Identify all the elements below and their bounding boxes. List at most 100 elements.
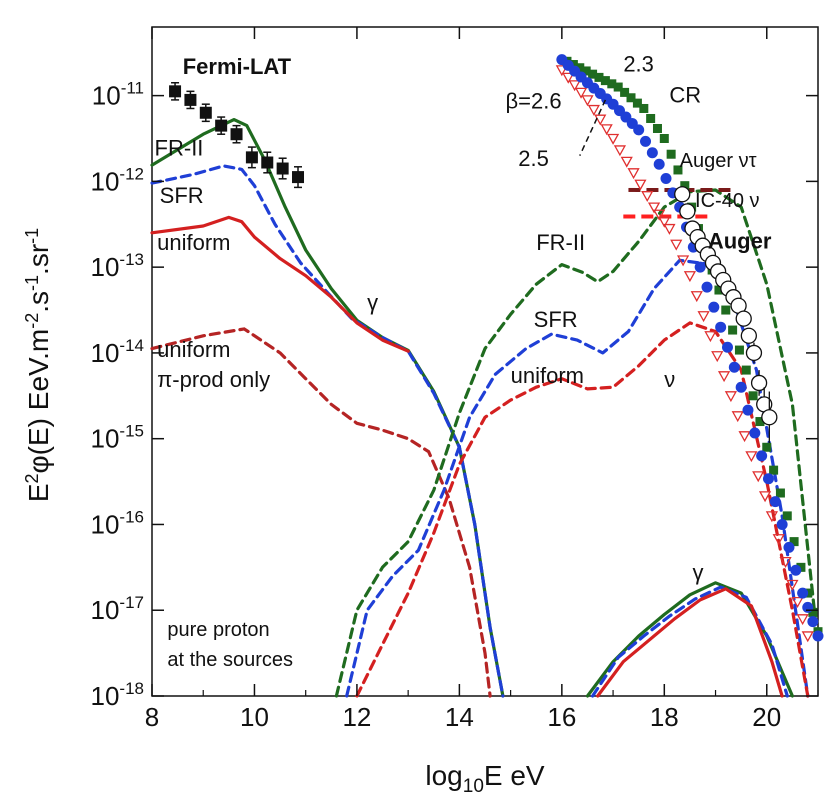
auger-point: [679, 203, 696, 220]
fermi-point: [184, 93, 197, 106]
fermi-point: [245, 151, 258, 164]
cr-marker-cr-beta-2-3: [600, 76, 610, 86]
cr-marker-cr-beta-2-5: [742, 404, 754, 416]
cr-marker-cr-beta-2-5: [735, 381, 747, 393]
cr-marker-cr-beta-2-6: [752, 471, 765, 483]
cr-marker-cr-beta-2-6: [683, 271, 697, 283]
annotation-ic-40: IC-40 ν: [695, 190, 759, 212]
cr-marker-cr-beta-2-3: [714, 285, 724, 295]
cr-marker-cr-beta-2-6: [647, 202, 661, 214]
cr-marker-cr-beta-2-5: [749, 427, 761, 439]
cr-marker-cr-beta-2-5: [708, 301, 720, 313]
cr-marker-cr-beta-2-5: [646, 147, 658, 159]
cr-marker-cr-beta-2-3: [782, 511, 792, 521]
cr-marker-cr-beta-2-6: [594, 114, 607, 126]
cr-marker-cr-beta-2-3: [775, 488, 785, 498]
cr-marker-cr-beta-2-3: [639, 103, 649, 113]
y-tick-label: 10-18: [91, 679, 145, 711]
cr-marker-cr-beta-2-6: [731, 411, 744, 423]
cr-marker-cr-beta-2-6: [704, 331, 717, 343]
y-tick-label: 10-15: [91, 422, 145, 454]
annotation-2-5: 2.5: [518, 146, 549, 171]
cr-marker-cr-beta-2-3: [680, 181, 690, 191]
annotation-: γ: [367, 290, 378, 315]
cr-marker-cr-beta-2-3: [762, 442, 772, 452]
cr-marker-cr-beta-2-6: [786, 579, 799, 591]
tick-layer: 8 10 12 14 16 18 20 10-11 10-12 10-13 10-14 10-15 10…: [91, 27, 819, 732]
cr-marker-cr-beta-2-5: [728, 361, 740, 373]
cr-marker-cr-beta-2-3: [789, 537, 799, 547]
y-tick-label: 10-11: [92, 79, 144, 111]
cr-marker-cr-beta-2-5: [701, 281, 713, 293]
annotation-at-the-sources: at the sources: [167, 649, 293, 671]
y-tick-label: 10-13: [91, 250, 145, 282]
auger-point: [674, 186, 691, 203]
cr-marker-cr-beta-2-3: [607, 79, 617, 89]
annotation-prod-only: π-prod only: [157, 367, 270, 392]
auger-point: [750, 374, 768, 392]
annotation-auger: Auger: [708, 228, 772, 253]
cr-marker-cr-beta-2-5: [715, 321, 727, 333]
cr-marker-cr-beta-2-6: [613, 145, 627, 157]
cr-marker-cr-beta-2-5: [812, 630, 824, 642]
cr-marker-cr-beta-2-6: [779, 556, 792, 568]
cr-marker-cr-beta-2-3: [796, 562, 806, 572]
cr-marker-cr-beta-2-5: [802, 601, 814, 613]
cr-marker-cr-beta-2-3: [741, 365, 751, 375]
cr-marker-cr-beta-2-6: [717, 371, 731, 383]
x-tick-label-8: 8: [145, 702, 159, 732]
series-fr-ii-secondary-gamma: [585, 581, 794, 698]
cr-marker-cr-beta-2-3: [659, 134, 669, 143]
x-tick-label-20: 20: [752, 702, 781, 732]
x-axis-label: log10E eV: [425, 760, 545, 797]
series-uniform-secondary-gamma: [596, 587, 784, 698]
cr-marker-cr-beta-2-5: [790, 564, 802, 576]
auger-point: [740, 327, 757, 344]
cr-marker-cr-beta-2-3: [721, 305, 731, 315]
cr-marker-cr-beta-2-6: [772, 534, 785, 546]
cr-marker-cr-beta-2-3: [626, 93, 636, 103]
x-tick-label-10: 10: [240, 702, 269, 732]
cr-marker-cr-beta-2-6: [587, 104, 600, 116]
cr-marker-cr-beta-2-6: [568, 80, 581, 92]
cr-marker-cr-beta-2-3: [673, 165, 683, 175]
cr-marker-cr-beta-2-6: [738, 431, 751, 443]
cr-marker-cr-beta-2-3: [748, 391, 758, 401]
cr-marker-cr-beta-2-6: [791, 597, 804, 608]
cr-marker-cr-beta-2-5: [762, 473, 774, 485]
cr-marker-cr-beta-2-3: [581, 66, 591, 76]
annotation-uniform: uniform: [157, 337, 230, 362]
y-tick-label: 10-12: [91, 164, 145, 196]
auger-point: [735, 310, 752, 327]
fermi-point: [261, 156, 274, 169]
y-tick-label: 10-16: [91, 507, 145, 539]
cr-marker-cr-beta-2-6: [670, 239, 683, 251]
cr-marker-cr-beta-2-3: [652, 123, 662, 133]
cr-marker-cr-beta-2-6: [634, 179, 647, 191]
marker-layer: [169, 54, 824, 643]
annotation-: γ: [692, 560, 703, 585]
cr-marker-cr-beta-2-3: [594, 72, 604, 82]
cr-marker-cr-beta-2-3: [755, 417, 765, 427]
cr-marker-cr-beta-2-6: [745, 451, 758, 463]
cr-marker-cr-beta-2-3: [728, 325, 738, 335]
series-fr-ii-neutrino: [334, 188, 820, 698]
cr-marker-cr-beta-2-6: [676, 255, 690, 267]
cr-marker-cr-beta-2-6: [600, 124, 613, 136]
cr-marker-cr-beta-2-6: [641, 191, 654, 203]
cr-marker-cr-beta-2-6: [765, 511, 778, 523]
cr-marker-cr-beta-2-5: [769, 496, 781, 508]
cr-marker-cr-beta-2-5: [721, 341, 733, 353]
annotation-uniform: uniform: [511, 363, 584, 388]
fermi-point: [276, 162, 289, 175]
y-axis-label: E2φ(E) EeV.m-2.s-1.sr-1: [22, 228, 54, 502]
cr-marker-cr-beta-2-6: [796, 614, 809, 626]
annotation-pure-proton: pure proton: [167, 619, 269, 641]
cr-marker-cr-beta-2-6: [606, 133, 620, 145]
cr-marker-cr-beta-2-6: [562, 72, 575, 84]
auger-point: [761, 409, 778, 426]
series-fr-ii-gamma: [150, 118, 505, 698]
cr-marker-cr-beta-2-3: [620, 87, 630, 97]
fermi-point: [215, 119, 228, 132]
x-tick-label-14: 14: [445, 702, 474, 732]
